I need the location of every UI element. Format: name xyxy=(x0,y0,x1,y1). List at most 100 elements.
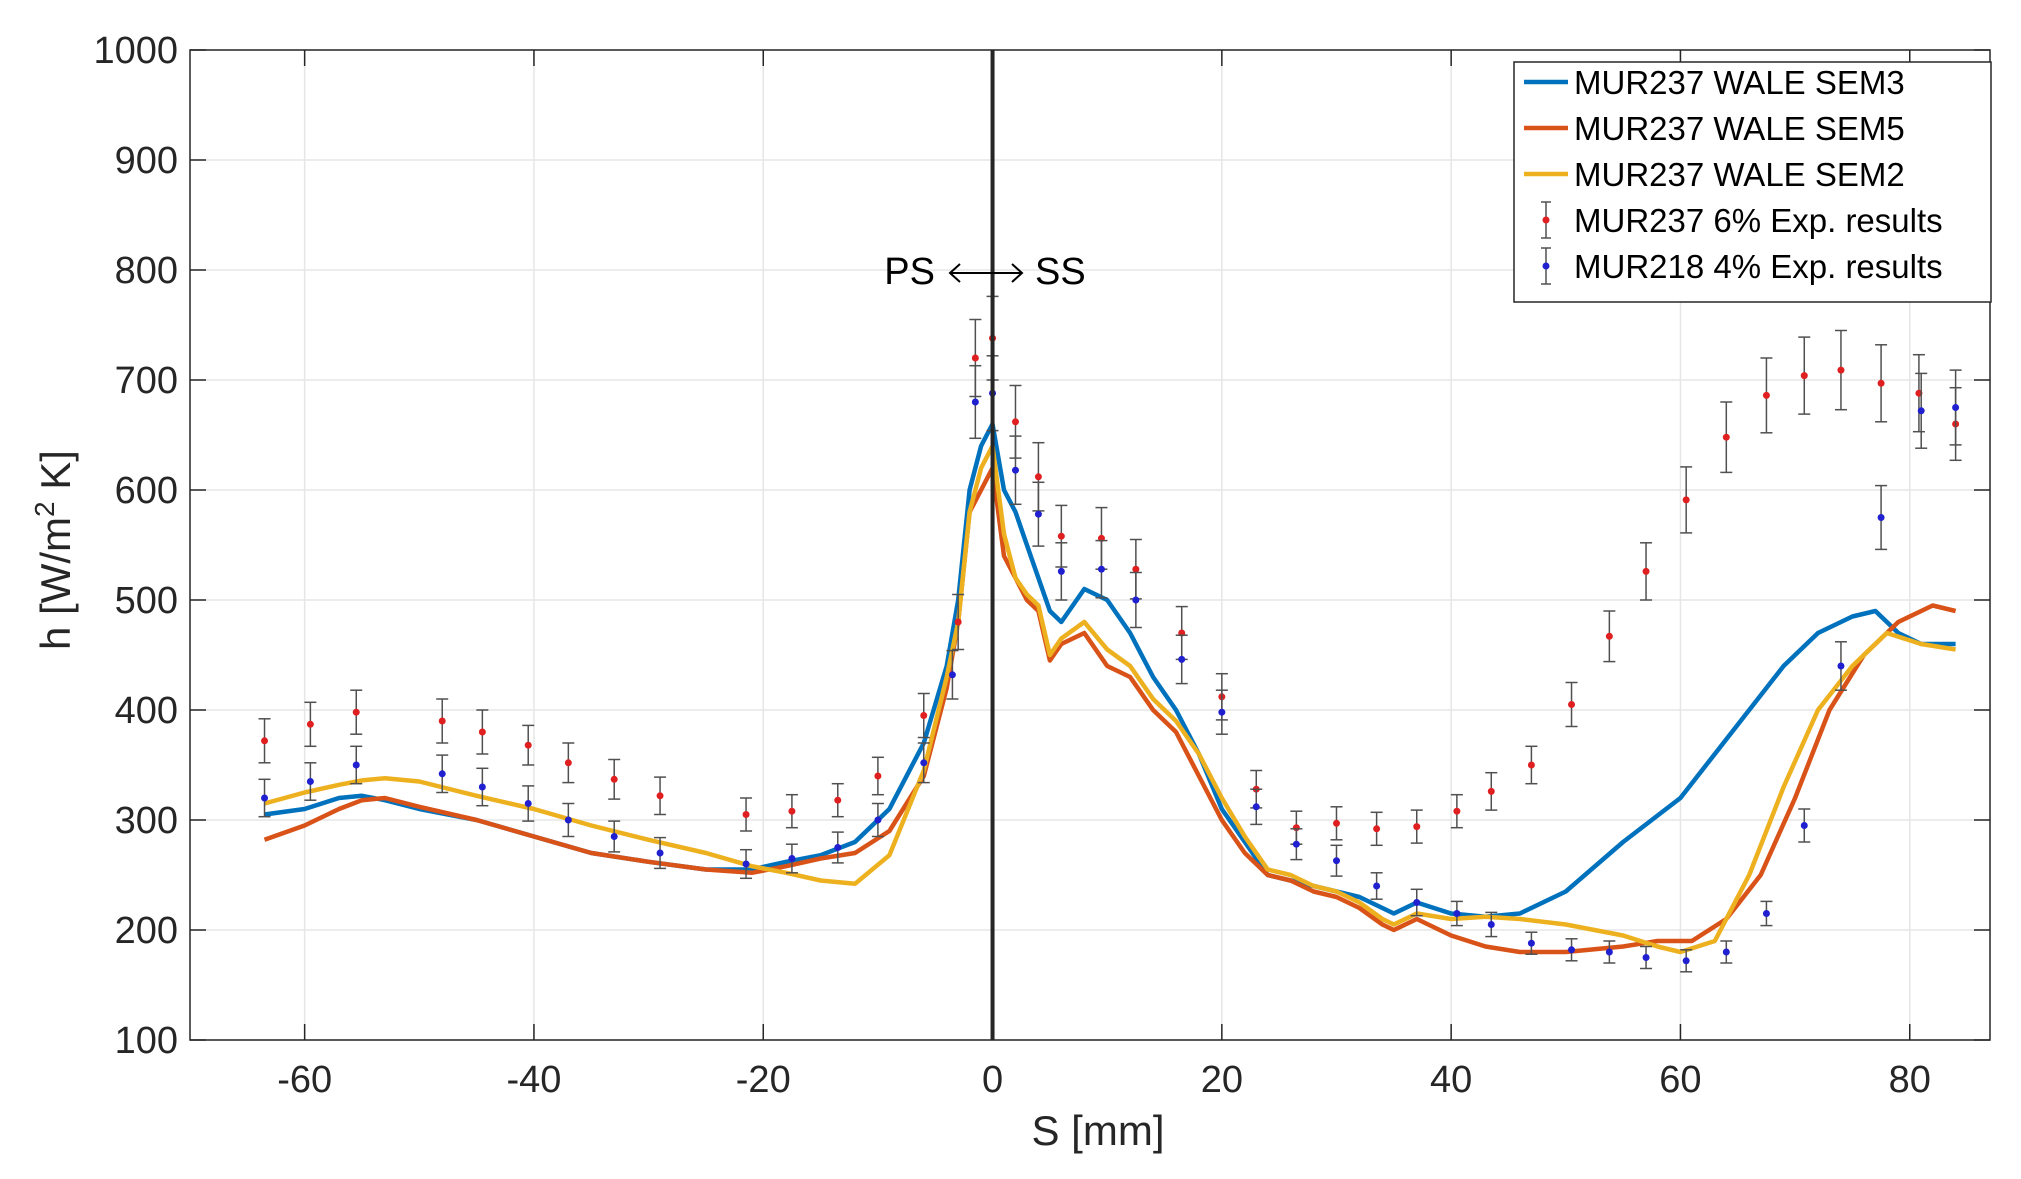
data-point xyxy=(1682,496,1690,504)
y-axis-label-tail: K] xyxy=(32,450,79,501)
data-point xyxy=(788,807,796,815)
y-tick-label: 500 xyxy=(115,580,178,622)
data-point xyxy=(1097,565,1105,573)
axes-frame xyxy=(189,49,1991,1041)
y-axis-label-main: h [W/m xyxy=(32,517,79,650)
data-point xyxy=(656,849,664,857)
data-point xyxy=(1568,946,1576,954)
data-point xyxy=(1527,761,1535,769)
y-tick-label: 800 xyxy=(115,250,178,292)
legend-swatch-point xyxy=(1542,216,1550,224)
data-point xyxy=(524,800,532,807)
data-point xyxy=(1373,882,1381,890)
y-tick-label: 600 xyxy=(115,470,178,512)
data-point xyxy=(1877,514,1885,521)
data-point xyxy=(1762,910,1770,917)
data-point xyxy=(920,712,928,719)
x-tick-label: 40 xyxy=(1430,1059,1472,1101)
annotation-ps: PS xyxy=(884,251,935,293)
y-tick-label: 1000 xyxy=(93,30,178,72)
plot-frame xyxy=(189,49,1991,1041)
x-tick-label: -60 xyxy=(277,1059,332,1101)
legend: MUR237 WALE SEM3 MUR237 WALE SEM5 MUR237 W… xyxy=(1513,61,1992,303)
legend-box xyxy=(1513,61,1992,303)
x-tick-label: -40 xyxy=(506,1059,561,1101)
data-point xyxy=(954,618,962,626)
data-point xyxy=(352,708,360,716)
data-point xyxy=(1487,787,1495,795)
data-point xyxy=(1568,701,1576,708)
x-tick-label: 20 xyxy=(1201,1059,1243,1101)
data-point xyxy=(564,759,572,767)
legend-swatch-point xyxy=(1542,262,1550,270)
data-point xyxy=(1952,404,1960,411)
data-point xyxy=(564,816,572,824)
data-point xyxy=(306,720,314,728)
data-point xyxy=(1800,372,1808,380)
y-tick-label: 900 xyxy=(115,140,178,182)
y-tick-label: 400 xyxy=(115,690,178,732)
y-axis-label: h [W/m2 K] xyxy=(29,450,79,650)
data-point xyxy=(742,860,750,868)
data-point xyxy=(1682,957,1690,965)
data-point xyxy=(1642,567,1650,575)
data-point xyxy=(1605,948,1613,956)
y-tick-label: 100 xyxy=(115,1020,178,1062)
data-point xyxy=(478,728,486,736)
data-point xyxy=(1413,899,1421,906)
legend-entry-label: MUR237 6% Exp. results xyxy=(1574,202,1943,239)
x-tick-label: 60 xyxy=(1659,1059,1701,1101)
data-point xyxy=(1877,379,1885,387)
data-point xyxy=(1057,532,1065,540)
data-point xyxy=(971,354,979,362)
data-point xyxy=(438,717,446,725)
data-point xyxy=(306,778,314,785)
tick-labels: -60 -40 -20 0 20 40 60 80 100 200 300 400 500 600 700 8… xyxy=(93,30,1930,1101)
data-point xyxy=(1642,954,1650,961)
data-point xyxy=(971,398,979,406)
legend-entry-label: MUR237 WALE SEM2 xyxy=(1574,156,1905,193)
data-point xyxy=(834,796,842,804)
legend-entry-label: MUR237 WALE SEM5 xyxy=(1574,110,1905,147)
data-point xyxy=(1487,921,1495,928)
series-line-3 xyxy=(263,443,1956,955)
data-point xyxy=(656,792,664,800)
data-point xyxy=(1453,910,1461,917)
data-point xyxy=(1837,662,1845,670)
data-point xyxy=(788,855,796,862)
data-point xyxy=(1252,803,1260,811)
legend-entry-label: MUR218 4% Exp. results xyxy=(1574,248,1943,285)
data-point xyxy=(1178,655,1186,663)
data-point xyxy=(1011,466,1019,474)
data-point xyxy=(948,671,956,679)
data-point xyxy=(742,811,750,818)
data-point xyxy=(1218,708,1226,716)
legend-entry-label: MUR237 WALE SEM3 xyxy=(1574,64,1905,101)
data-point xyxy=(1332,819,1340,827)
data-point xyxy=(1332,857,1340,865)
data-point xyxy=(1453,807,1461,815)
ps-ss-annotation: PS SS xyxy=(884,251,1085,293)
y-axis-label-superscript: 2 xyxy=(29,501,60,517)
data-point xyxy=(1722,433,1730,441)
data-point xyxy=(524,741,532,749)
data-point xyxy=(1413,823,1421,831)
x-tick-label: -20 xyxy=(736,1059,791,1101)
data-point xyxy=(874,816,882,824)
data-point xyxy=(1132,565,1140,573)
data-point xyxy=(1373,825,1381,833)
data-point xyxy=(352,761,360,769)
data-point xyxy=(874,772,882,780)
data-point xyxy=(1057,567,1065,575)
data-point xyxy=(920,759,928,767)
x-tick-label: 80 xyxy=(1889,1059,1931,1101)
y-tick-label: 300 xyxy=(115,800,178,842)
errorbar-series-5 xyxy=(258,355,1962,973)
series-layer xyxy=(258,295,1962,973)
data-point xyxy=(834,844,842,851)
x-axis-label: S [mm] xyxy=(1032,1107,1165,1154)
data-point xyxy=(261,794,269,802)
y-tick-label: 200 xyxy=(115,910,178,952)
data-point xyxy=(610,833,618,840)
